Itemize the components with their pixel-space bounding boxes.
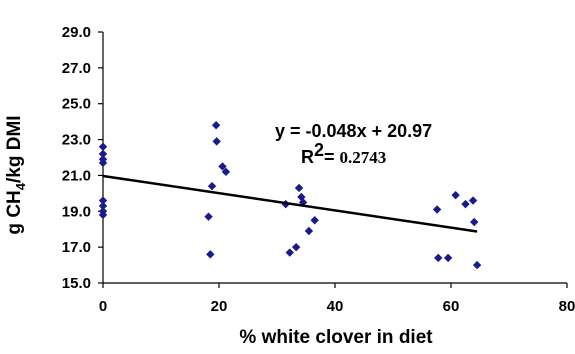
y-axis-title-suffix: /kg DMI (4, 115, 25, 183)
data-point-marker (98, 158, 108, 168)
data-point-marker (461, 199, 470, 209)
r2-superscript: 2 (314, 140, 324, 160)
data-point-marker (468, 196, 478, 205)
y-tick-label: 19.0 (62, 203, 91, 220)
r2-prefix: R (301, 147, 314, 167)
data-point-marker (472, 260, 482, 270)
data-point-marker (207, 181, 217, 191)
data-point-marker (204, 212, 213, 221)
r-squared-annotation: R2= 0.2743 (301, 140, 386, 167)
x-axis-ticks: 0 20 40 60 80 (99, 283, 575, 315)
data-point-marker (470, 217, 479, 227)
data-point-marker (451, 190, 460, 200)
y-axis-title: g CH4/kg DMI (4, 115, 28, 234)
y-tick-label: 17.0 (62, 239, 91, 256)
data-point-marker (432, 205, 442, 214)
data-point-marker (211, 121, 221, 130)
data-point-marker (434, 253, 443, 263)
y-tick-label: 27.0 (62, 60, 91, 77)
x-tick-label: 80 (559, 298, 575, 315)
x-tick-label: 0 (99, 298, 107, 315)
x-tick-label: 40 (327, 298, 344, 315)
r2-value: 0.2743 (340, 148, 387, 167)
data-points (98, 121, 482, 270)
data-point-marker (206, 250, 215, 259)
y-tick-label: 21.0 (62, 167, 91, 184)
y-tick-label: 25.0 (62, 96, 91, 113)
data-point-marker (291, 242, 301, 252)
data-point-marker (221, 167, 231, 177)
y-tick-label: 29.0 (62, 24, 91, 41)
y-axis-title-prefix: g CH (4, 190, 25, 234)
trendline (102, 174, 478, 233)
data-point-marker (98, 210, 108, 220)
r2-equals: = (324, 147, 340, 167)
data-point-marker (304, 226, 314, 236)
y-axis-title-subscript: 4 (13, 182, 28, 190)
data-point-marker (98, 196, 108, 205)
data-point-marker (285, 248, 294, 257)
data-point-marker (98, 149, 108, 159)
data-point-marker (98, 201, 108, 211)
y-axis-ticks: 15.0 17.0 19.0 21.0 23.0 25.0 27.0 29.0 (62, 24, 103, 292)
data-point-marker (212, 137, 221, 146)
y-tick-label: 15.0 (62, 275, 91, 292)
data-point-marker (443, 253, 453, 263)
data-point-marker (98, 142, 108, 151)
x-axis-title: % white clover in diet (239, 327, 433, 348)
x-tick-label: 20 (211, 298, 228, 315)
data-point-marker (310, 216, 319, 225)
data-point-marker (218, 162, 227, 171)
y-tick-label: 23.0 (62, 132, 91, 149)
x-tick-label: 60 (443, 298, 460, 315)
data-point-marker (294, 183, 304, 193)
trendline-equation: y = -0.048x + 20.97 (275, 121, 432, 141)
